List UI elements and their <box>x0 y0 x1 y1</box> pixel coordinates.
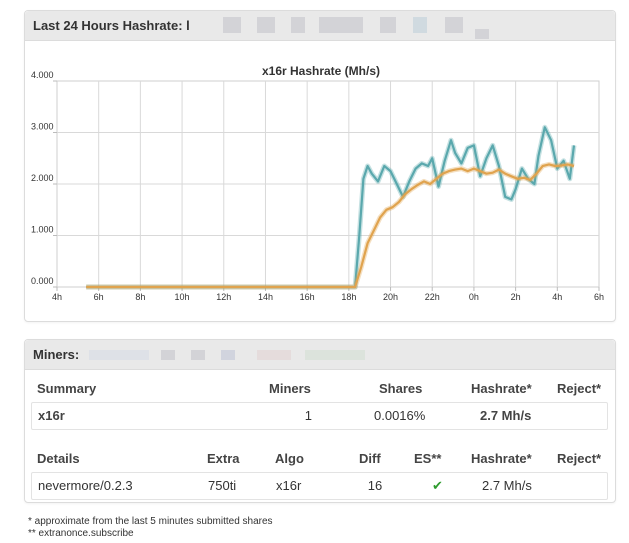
es-column-header: ES** <box>414 451 442 466</box>
redacted-address <box>319 17 363 33</box>
extra-column-header: Extra <box>207 451 240 466</box>
x-tick-label: 16h <box>300 292 315 302</box>
miners-panel-title: Miners: <box>33 347 80 362</box>
redacted-address <box>380 17 396 33</box>
x-tick-label: 20h <box>383 292 398 302</box>
miners-column-header: Miners <box>269 381 311 396</box>
hashrate-panel-header: Last 24 Hours Hashrate: l <box>25 11 615 41</box>
redacted-address <box>445 17 463 33</box>
footnote-extranonce: ** extranonce.subscribe <box>28 528 134 539</box>
redacted-address <box>161 350 175 360</box>
summary-table: Summary Miners Shares Hashrate* Reject* … <box>31 376 608 430</box>
hashrate-column-header: Hashrate* <box>471 451 532 466</box>
x-tick-label: 6h <box>594 292 604 302</box>
hashrate-panel-title: Last 24 Hours Hashrate: l <box>33 18 190 33</box>
redacted-address <box>257 350 291 360</box>
checkmark-icon: ✔ <box>432 478 443 493</box>
miner-hashrate: 2.7 Mh/s <box>482 478 532 493</box>
redacted-address <box>221 350 235 360</box>
y-tick-label: 2.000 <box>31 173 54 183</box>
details-column-header: Details <box>37 451 80 466</box>
miner-extra: 750ti <box>208 478 237 493</box>
redacted-address <box>291 17 305 33</box>
x-tick-label: 12h <box>216 292 231 302</box>
x-tick-label: 10h <box>175 292 190 302</box>
x-tick-label: 4h <box>552 292 562 302</box>
summary-hashrate: 2.7 Mh/s <box>480 408 532 423</box>
hashrate-panel: Last 24 Hours Hashrate: l x16r Hashrate … <box>24 10 616 322</box>
y-tick-label: 4.000 <box>31 70 54 80</box>
x-tick-label: 0h <box>469 292 479 302</box>
summary-shares: 0.0016% <box>374 408 426 423</box>
reject-column-header: Reject* <box>557 451 602 466</box>
hashrate-column-header: Hashrate* <box>471 381 532 396</box>
chart-title: x16r Hashrate (Mh/s) <box>262 64 380 78</box>
x-tick-label: 22h <box>425 292 440 302</box>
chart-series <box>86 124 577 290</box>
algo-column-header: Algo <box>275 451 304 466</box>
chart-axes: 0.000 1.000 2.000 3.000 4.000 4h 6h 8h 10h 12h 14h… <box>31 70 604 302</box>
summary-algo: x16r <box>38 408 65 423</box>
summary-row: x16r 1 0.0016% 2.7 Mh/s <box>31 402 608 430</box>
x-tick-label: 4h <box>52 292 62 302</box>
miner-diff: 16 <box>367 478 383 493</box>
summary-column-header: Summary <box>37 381 97 396</box>
miners-panel: Miners: Summary Miners Shares Hashrate* … <box>24 339 616 503</box>
y-tick-label: 3.000 <box>31 122 54 132</box>
x-tick-label: 8h <box>135 292 145 302</box>
y-tick-label: 0.000 <box>31 276 54 286</box>
redacted-address <box>475 29 489 39</box>
series-line-shadow <box>86 124 577 290</box>
miner-client: nevermore/0.2.3 <box>38 478 133 493</box>
redacted-address <box>305 350 365 360</box>
redacted-address <box>191 350 205 360</box>
redacted-address <box>89 350 149 360</box>
details-row: nevermore/0.2.3 750ti x16r 16 ✔ 2.7 Mh/s <box>31 472 608 500</box>
miners-panel-header: Miners: <box>25 340 615 370</box>
y-tick-label: 1.000 <box>31 225 54 235</box>
x-tick-label: 6h <box>94 292 104 302</box>
redacted-address <box>413 17 427 33</box>
hashrate-chart: x16r Hashrate (Mh/s) 0.000 1.000 2.000 3.00… <box>31 64 604 302</box>
footnote-approximate: * approximate from the last 5 minutes su… <box>28 516 273 527</box>
redacted-address <box>257 17 275 33</box>
series-line <box>86 163 575 289</box>
details-header-row: Details Extra Algo Diff ES** Hashrate* R… <box>31 446 608 472</box>
x-tick-label: 2h <box>511 292 521 302</box>
x-tick-label: 14h <box>258 292 273 302</box>
redacted-address <box>223 17 241 33</box>
series-line <box>86 126 576 289</box>
summary-header-row: Summary Miners Shares Hashrate* Reject* <box>31 376 608 402</box>
miner-algo: x16r <box>276 478 302 493</box>
x-tick-label: 18h <box>341 292 356 302</box>
shares-column-header: Shares <box>379 381 423 396</box>
summary-miners-count: 1 <box>304 408 312 423</box>
details-table: Details Extra Algo Diff ES** Hashrate* R… <box>31 446 608 500</box>
reject-column-header: Reject* <box>557 381 602 396</box>
diff-column-header: Diff <box>359 451 381 466</box>
